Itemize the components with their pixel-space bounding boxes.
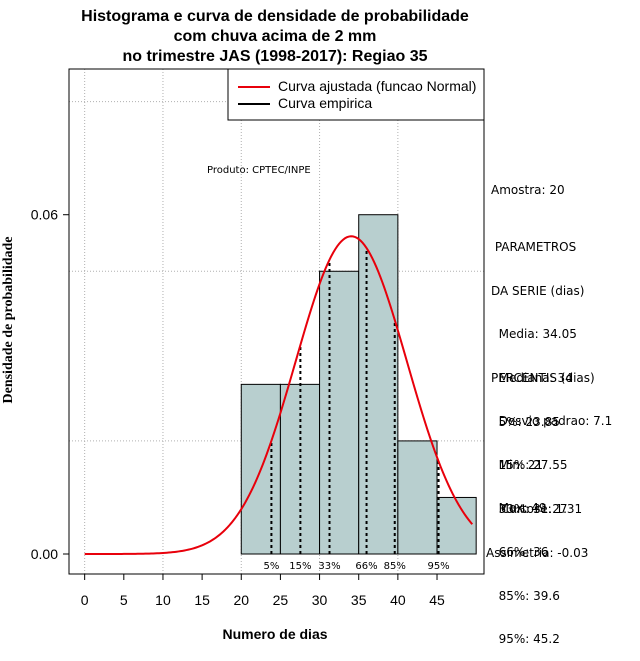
kurtosis: Curtose: 1.31 [501, 502, 583, 516]
param-sd: Desvio padrao: 7.1 [491, 414, 613, 428]
param-median: Mediana: 34 [491, 370, 573, 385]
percentile-15: 15%: 27.55 [491, 458, 568, 472]
percentile-label-33: 33% [318, 561, 340, 572]
y-axis-label: Densidade de probabilidade [1, 236, 16, 403]
x-tick-label: 30 [312, 592, 328, 608]
percentile-95: 95%: 45.2 [491, 632, 560, 646]
param-min: Min: 21 [491, 457, 544, 472]
x-tick-label: 25 [273, 592, 289, 608]
x-axis-label: Numero de dias [222, 626, 327, 642]
x-tick-label: 20 [233, 592, 249, 608]
x-tick-label: 5 [120, 592, 128, 608]
percentiles-title: PERCENTIS (dias) [491, 371, 595, 385]
histogram-bar-6 [436, 496, 477, 555]
chart-title: Histograma e curva de densidade de proba… [81, 8, 469, 65]
legend: Curva ajustada (funcao Normal) Curva emp… [227, 68, 485, 121]
legend-label-empirical: Curva empirica [278, 95, 372, 111]
param-max: Max: 49 [491, 501, 547, 515]
product-label: Produto: CPTEC/INPE [207, 165, 311, 176]
axes: 0 5 10 15 20 25 30 35 40 45 0.00 0.06 [31, 68, 485, 608]
percentile-label-66: 66% [355, 561, 377, 572]
histogram-bar-5 [397, 440, 438, 555]
percentiles-panel: PERCENTIS (dias) 5%: 23.85 15%: 27.55 33… [491, 342, 595, 661]
param-mean: Media: 34.05 [491, 327, 577, 341]
title-line-3: no trimestre JAS (1998-2017): Regiao 35 [122, 48, 427, 65]
percentile-label-95: 95% [427, 561, 449, 572]
x-tick-label: 35 [351, 592, 367, 608]
histogram-bar-3 [319, 270, 360, 555]
shape-stats: Curtose: 1.31 Assimetria: -0.03 [486, 473, 588, 575]
params-title-1: PARAMETROS [491, 240, 577, 254]
percentile-66: 66%: 36 [491, 545, 549, 559]
x-tick-label: 40 [390, 592, 406, 608]
x-tick-label: 45 [429, 592, 445, 608]
percentile-markers: 5% 15% 33% 66% 85% 95% [263, 248, 450, 572]
legend-box [227, 68, 485, 121]
title-line-2: com chuva acima de 2 mm [174, 28, 377, 45]
percentile-33: 33%: 31.27 [491, 501, 568, 516]
legend-label-fit: Curva ajustada (funcao Normal) [278, 78, 476, 94]
x-tick-label: 10 [155, 592, 171, 608]
percentile-85: 85%: 39.6 [491, 588, 560, 603]
histogram-bars [240, 214, 477, 555]
x-tick-label: 0 [81, 592, 89, 608]
sample-size: Amostra: 20 [491, 183, 565, 197]
percentile-5: 5%: 23.85 [491, 414, 560, 429]
y-tick-label: 0.06 [31, 207, 58, 223]
percentile-label-85: 85% [384, 561, 406, 572]
title-line-1: Histograma e curva de densidade de proba… [81, 8, 469, 25]
histogram-bar-4 [358, 214, 399, 555]
density-curve [84, 235, 474, 555]
percentile-label-15: 15% [289, 561, 311, 572]
skewness: Assimetria: -0.03 [486, 545, 589, 560]
normal-fit-curve [84, 235, 474, 555]
x-tick-label: 15 [194, 592, 210, 608]
parameters-panel: PARAMETROS DA SERIE (dias) Media: 34.05 … [491, 211, 612, 530]
params-title-2: DA SERIE (dias) [491, 283, 585, 298]
y-tick-label: 0.00 [31, 546, 58, 562]
percentile-label-5: 5% [263, 561, 279, 572]
